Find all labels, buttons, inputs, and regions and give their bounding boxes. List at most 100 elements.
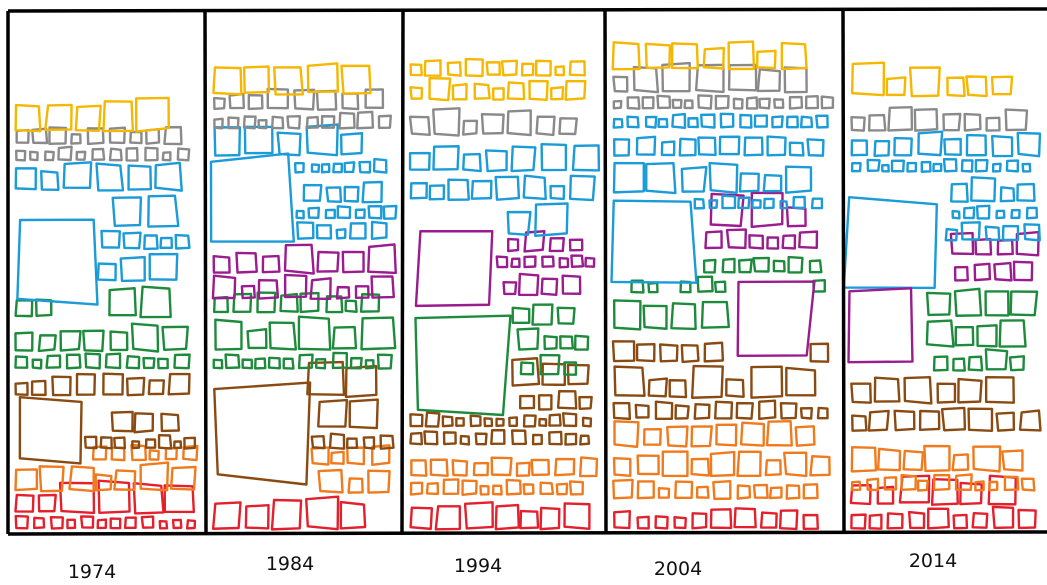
square [174, 233, 191, 250]
square [408, 115, 431, 137]
square [295, 209, 305, 220]
square [40, 170, 60, 192]
square [1010, 208, 1021, 220]
square [578, 456, 599, 478]
square [522, 483, 535, 496]
square [951, 209, 961, 220]
square [700, 113, 716, 129]
square [232, 292, 253, 313]
square [798, 230, 819, 250]
square [14, 299, 34, 318]
square [354, 208, 366, 220]
square [802, 513, 819, 530]
square [97, 479, 131, 515]
square [520, 62, 535, 77]
square [491, 87, 505, 101]
square [212, 66, 243, 96]
square [470, 179, 493, 200]
square [519, 509, 540, 530]
square [347, 477, 364, 494]
square [1001, 449, 1024, 472]
square [866, 158, 881, 172]
square [142, 356, 156, 370]
square [548, 237, 565, 253]
square [235, 251, 258, 274]
square [635, 342, 656, 363]
square [960, 221, 981, 241]
square [163, 484, 196, 514]
square [561, 412, 578, 428]
square [773, 98, 785, 109]
square [850, 161, 862, 173]
square [110, 446, 126, 462]
square [14, 514, 30, 530]
square [125, 147, 139, 162]
square [579, 434, 591, 446]
square [718, 135, 741, 156]
square [697, 94, 713, 110]
square [539, 506, 561, 531]
frame-bottom [7, 530, 1047, 536]
square [293, 161, 305, 174]
square [429, 458, 449, 477]
square [612, 75, 629, 93]
square [898, 474, 931, 504]
square [570, 254, 585, 268]
square [83, 435, 98, 450]
square [916, 479, 929, 492]
square [360, 316, 397, 351]
square [690, 364, 724, 399]
square [641, 96, 655, 110]
square [266, 87, 290, 110]
square [645, 161, 677, 195]
square [49, 515, 64, 530]
square [125, 354, 141, 370]
square [756, 68, 782, 93]
square [783, 66, 808, 94]
square [990, 75, 1014, 96]
square [473, 82, 491, 100]
square [556, 389, 578, 410]
square [409, 506, 434, 531]
square [159, 236, 174, 250]
square [139, 285, 172, 319]
square [451, 82, 468, 101]
square [479, 484, 490, 496]
square [228, 92, 246, 110]
square [132, 481, 165, 515]
square [147, 379, 166, 396]
square [367, 469, 391, 494]
square [690, 457, 711, 477]
square [495, 255, 509, 269]
square [636, 454, 660, 476]
square [850, 116, 866, 132]
square [409, 431, 424, 446]
square [148, 449, 160, 461]
square [182, 444, 199, 462]
square [709, 192, 745, 228]
square [338, 111, 356, 130]
square [903, 375, 933, 405]
square [991, 505, 1015, 530]
square [283, 273, 308, 299]
square [122, 231, 142, 250]
square [564, 79, 587, 101]
square [610, 199, 698, 284]
square [14, 167, 38, 191]
square [743, 136, 764, 157]
year-label: 2004 [654, 558, 702, 580]
square [656, 94, 672, 110]
square [38, 465, 65, 493]
square [464, 57, 484, 78]
square [564, 432, 578, 446]
square [768, 486, 783, 500]
square [345, 437, 359, 449]
square [810, 197, 824, 210]
square [923, 444, 951, 473]
square [925, 291, 952, 317]
square [725, 378, 745, 398]
square [680, 165, 708, 193]
square [708, 161, 739, 194]
square [364, 359, 375, 370]
square [94, 473, 113, 492]
